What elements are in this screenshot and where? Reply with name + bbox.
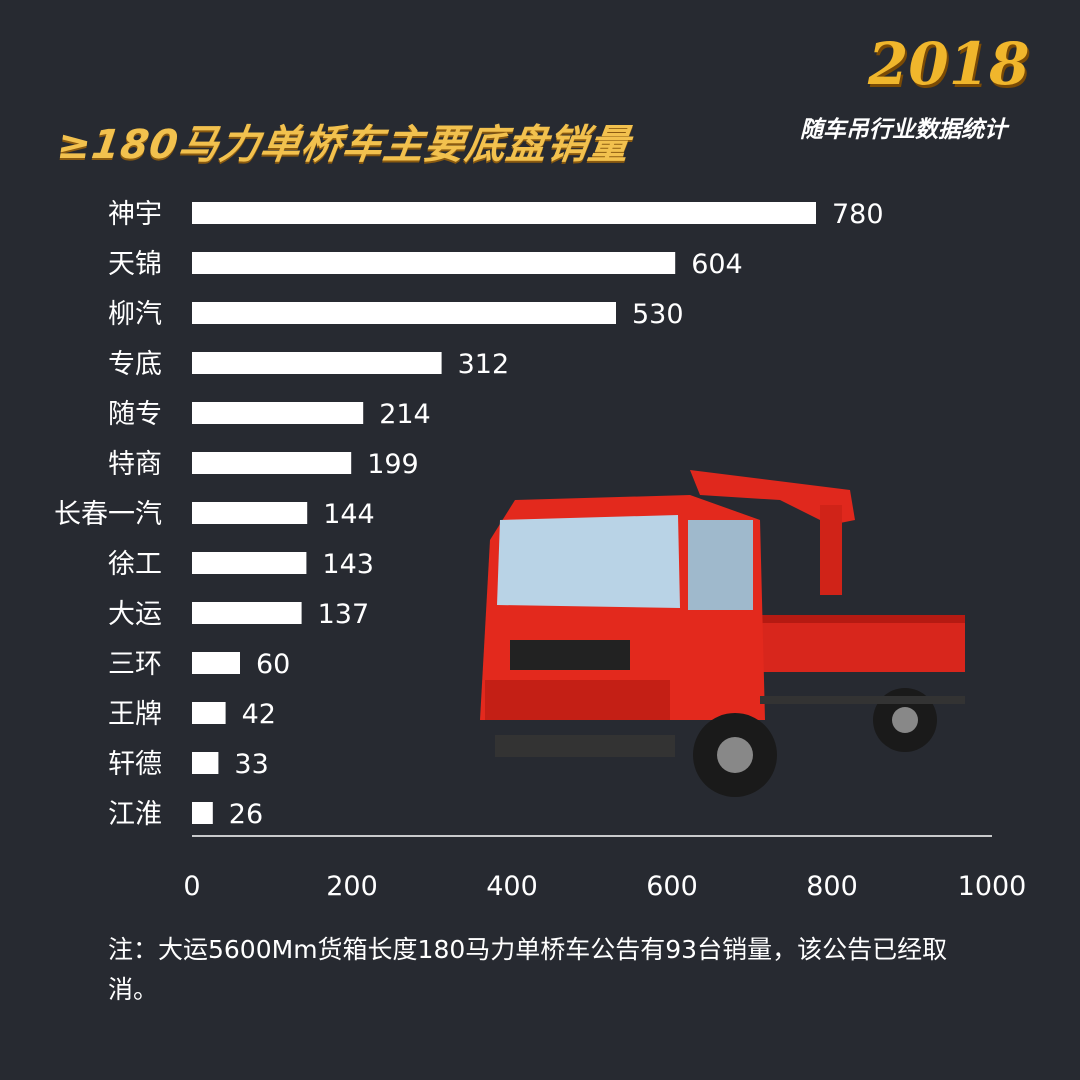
value-label: 144 xyxy=(323,499,375,530)
category-label: 天锦 xyxy=(108,249,162,280)
value-label: 33 xyxy=(234,749,268,780)
category-label: 三环 xyxy=(108,649,162,680)
logo-subtitle: 随车吊行业数据统计 xyxy=(800,117,1007,143)
category-label: 专底 xyxy=(108,349,162,380)
category-label: 长春一汽 xyxy=(54,499,162,530)
x-tick-label: 800 xyxy=(806,871,858,902)
value-label: 214 xyxy=(379,399,431,430)
category-label: 徐工 xyxy=(108,549,162,580)
value-label: 143 xyxy=(322,549,374,580)
category-label: 随专 xyxy=(108,399,162,430)
value-label: 780 xyxy=(832,199,884,230)
category-label: 神宇 xyxy=(108,199,162,230)
bar xyxy=(192,452,352,474)
x-tick-label: 600 xyxy=(646,871,698,902)
bar xyxy=(192,352,442,374)
x-tick-label: 400 xyxy=(486,871,538,902)
category-label: 柳汽 xyxy=(108,299,162,330)
bar xyxy=(192,302,616,324)
value-label: 42 xyxy=(242,699,276,730)
category-label: 轩德 xyxy=(108,749,162,780)
value-label: 137 xyxy=(318,599,370,630)
bar xyxy=(192,252,676,274)
bar xyxy=(192,402,364,424)
value-label: 604 xyxy=(691,249,743,280)
value-label: 530 xyxy=(632,299,684,330)
value-label: 312 xyxy=(458,349,510,380)
category-label: 特商 xyxy=(108,449,162,480)
bar xyxy=(192,602,302,624)
logo-year: 2018 xyxy=(868,30,1030,98)
bar xyxy=(192,552,307,574)
truck-crane-image xyxy=(480,470,965,797)
bar xyxy=(192,502,308,524)
footnote: 注：大运5600Mm货箱长度180马力单桥车公告有93台销量，该公告已经取消。 xyxy=(108,935,948,1004)
bar xyxy=(192,202,816,224)
bar xyxy=(192,652,240,674)
value-label: 26 xyxy=(229,799,263,830)
x-tick-label: 200 xyxy=(326,871,378,902)
x-tick-label: 1000 xyxy=(958,871,1027,902)
category-label: 大运 xyxy=(108,599,162,630)
value-label: 60 xyxy=(256,649,290,680)
bar xyxy=(192,802,213,824)
x-tick-label: 0 xyxy=(183,871,200,902)
bar xyxy=(192,752,219,774)
value-label: 199 xyxy=(367,449,419,480)
bar xyxy=(192,702,226,724)
category-label: 王牌 xyxy=(108,699,162,730)
category-label: 江淮 xyxy=(108,799,162,830)
